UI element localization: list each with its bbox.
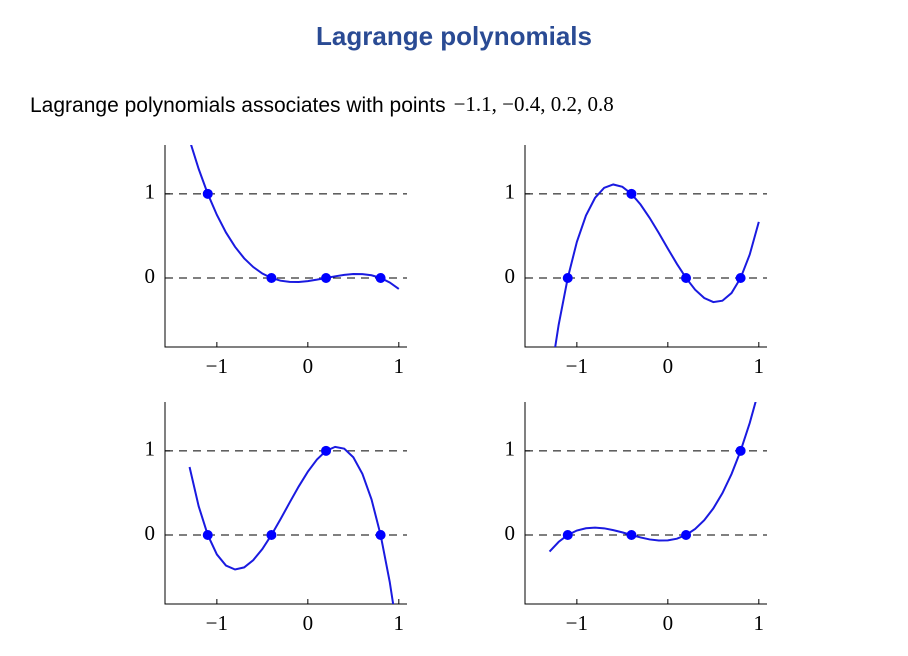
plot: 0 1 −1 0 1: [145, 402, 407, 635]
data-point: [562, 529, 573, 540]
y-tick-label: 1: [145, 180, 156, 204]
curve: [190, 145, 400, 290]
data-point: [266, 529, 277, 540]
y-tick-label: 0: [505, 264, 516, 288]
x-tick-label: 1: [394, 354, 405, 378]
curve: [548, 402, 757, 553]
data-point: [266, 272, 277, 283]
data-point: [626, 188, 637, 199]
x-tick-label: −1: [206, 354, 228, 378]
x-tick-label: 1: [394, 611, 405, 635]
data-point: [375, 272, 386, 283]
y-tick-label: 0: [505, 521, 516, 545]
data-point: [375, 529, 386, 540]
y-tick-label: 1: [145, 437, 156, 461]
axis-line: [524, 145, 767, 348]
curve: [554, 183, 760, 347]
data-point: [681, 529, 692, 540]
plot: 0 1 −1 0 1: [505, 145, 767, 378]
data-point: [681, 272, 692, 283]
x-tick-label: 0: [303, 611, 314, 635]
y-tick-label: 1: [505, 437, 516, 461]
data-point: [626, 529, 637, 540]
subtitle-text: Lagrange polynomials associates with poi…: [30, 94, 446, 117]
subtitle: Lagrange polynomials associates with poi…: [30, 92, 614, 117]
data-point: [562, 272, 573, 283]
x-tick-label: 1: [754, 611, 765, 635]
y-tick-label: 0: [145, 521, 156, 545]
x-tick-label: 0: [303, 354, 314, 378]
curve: [188, 445, 395, 604]
slide-title: Lagrange polynomials: [316, 21, 592, 51]
y-tick-label: 1: [505, 180, 516, 204]
y-tick-label: 0: [145, 264, 156, 288]
data-point: [735, 445, 746, 456]
x-tick-label: −1: [206, 611, 228, 635]
x-tick-label: 1: [754, 354, 765, 378]
data-point: [202, 529, 213, 540]
x-tick-label: −1: [566, 611, 588, 635]
plot: 0 1 −1 0 1: [505, 402, 767, 635]
x-tick-label: 0: [663, 611, 674, 635]
data-point: [321, 272, 332, 283]
data-point: [202, 188, 213, 199]
plot: 0 1 −1 0 1: [145, 145, 407, 378]
x-tick-label: 0: [663, 354, 674, 378]
subtitle-points: −1.1, −0.4, 0.2, 0.8: [454, 92, 614, 116]
data-point: [735, 272, 746, 283]
data-point: [321, 445, 332, 456]
x-tick-label: −1: [566, 354, 588, 378]
axis-line: [164, 145, 407, 348]
axis-line: [164, 402, 407, 605]
axis-line: [524, 402, 767, 605]
